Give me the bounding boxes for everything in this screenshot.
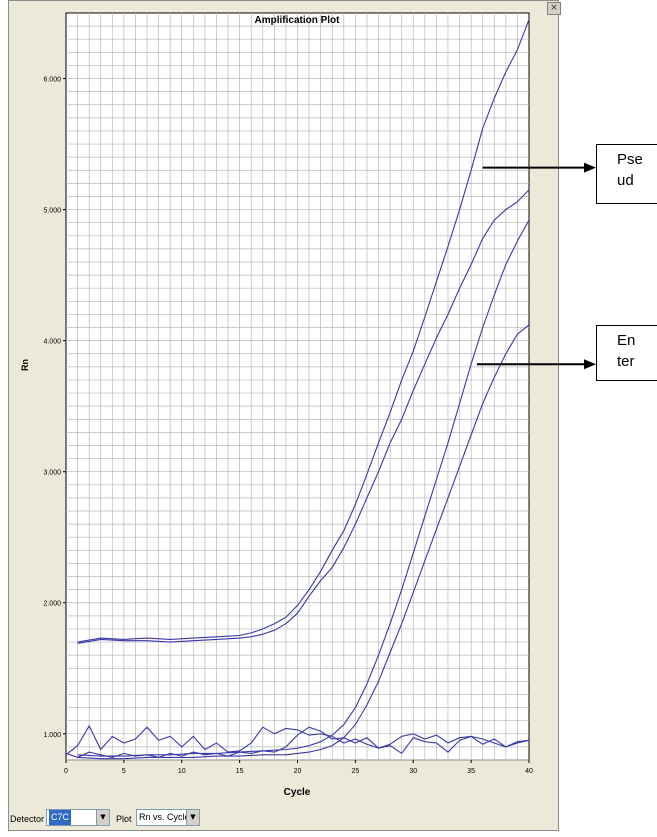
x-tick-label: 25	[351, 768, 359, 775]
series-line-3	[77, 219, 530, 757]
y-tick-label: 3.000	[43, 470, 61, 477]
x-tick-label: 20	[294, 768, 302, 775]
x-tick-label: 35	[467, 768, 475, 775]
series-line-4	[77, 324, 530, 760]
callout-arrowhead	[584, 162, 596, 173]
x-tick-label: 40	[525, 768, 533, 775]
callout-enter-label: En ter	[596, 325, 657, 381]
x-tick-label: 10	[178, 768, 186, 775]
series-group	[65, 19, 530, 760]
chevron-down-icon[interactable]: ▼	[186, 810, 199, 825]
chart-title: Amplification Plot	[255, 15, 341, 26]
series-line-5	[65, 724, 530, 756]
plot-type-dropdown[interactable]: Rn vs. Cycle ▼	[136, 809, 200, 826]
callout-arrowhead	[584, 359, 596, 370]
y-tick-label: 5.000	[43, 208, 61, 215]
x-tick-label: 15	[236, 768, 244, 775]
plot-toolbar: Detector C7C ▼ Plot Rn vs. Cycle ▼	[8, 806, 559, 831]
series-line-6	[65, 726, 530, 758]
plot-label: Plot	[116, 814, 132, 824]
series-line-2	[77, 189, 530, 644]
detector-dropdown[interactable]: C7C ▼	[46, 809, 110, 826]
y-tick-label: 6.000	[43, 77, 61, 84]
series-line-1	[77, 19, 530, 643]
x-tick-label: 0	[64, 768, 68, 775]
y-tick-label: 2.000	[43, 601, 61, 608]
callout-pseud-label: Pse ud	[596, 144, 657, 204]
y-tick-label: 4.000	[43, 339, 61, 346]
x-tick-label: 5	[122, 768, 126, 775]
close-icon[interactable]: ×	[547, 2, 561, 15]
plot-type-value: Rn vs. Cycle	[139, 812, 190, 822]
detector-label: Detector	[10, 814, 45, 824]
x-tick-label: 30	[409, 768, 417, 775]
grid-lines	[66, 13, 529, 761]
y-axis-label: Rn	[20, 359, 30, 371]
x-axis-label: Cycle	[284, 787, 311, 798]
callout-arrows	[476, 162, 596, 370]
detector-value: C7C	[49, 810, 72, 825]
chevron-down-icon[interactable]: ▼	[96, 810, 109, 825]
y-tick-label: 1.000	[43, 732, 61, 739]
axis-ticks: 0 5 10 15 20 25 30 35 40 1.000 2.000 3.000 4.000 5.00…	[43, 77, 533, 775]
